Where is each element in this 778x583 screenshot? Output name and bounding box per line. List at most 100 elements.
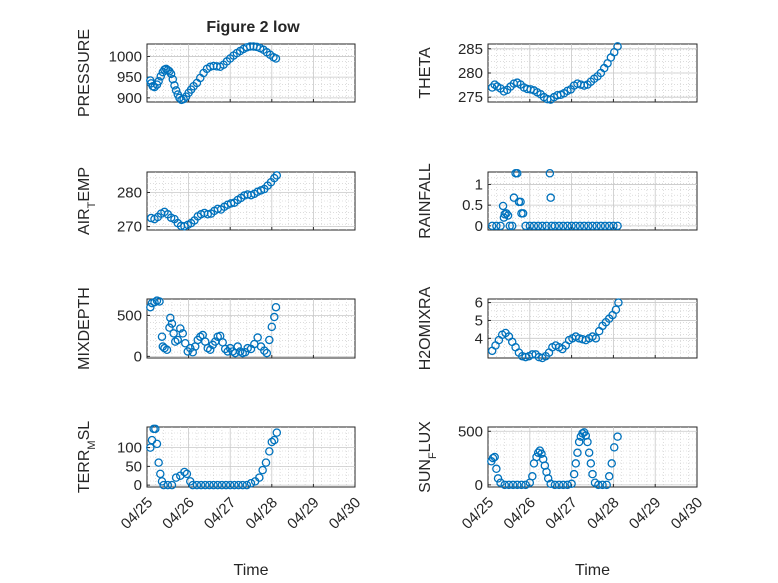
data-point: [609, 443, 619, 452]
y-tick-label: 270: [117, 219, 142, 236]
series-points: [146, 171, 282, 231]
y-tick-label: 0: [475, 477, 483, 494]
data-point: [498, 201, 508, 211]
y-axis-label: THETA: [417, 47, 434, 99]
data-point: [583, 437, 592, 447]
data-point: [272, 428, 282, 437]
x-tick-label: 04/25: [118, 494, 157, 533]
data-point: [163, 480, 173, 490]
y-tick-label: 500: [117, 307, 142, 324]
data-point: [238, 480, 247, 490]
data-point: [614, 298, 623, 307]
y-tick-label: 0: [475, 218, 483, 235]
y-tick-label: 900: [117, 90, 142, 107]
data-point: [545, 168, 555, 178]
data-point: [613, 221, 622, 231]
data-point: [598, 480, 607, 490]
data-point: [604, 221, 614, 231]
subplot-3: 270 280 AIRTEMP: [76, 167, 356, 236]
data-point: [156, 72, 165, 81]
data-point: [166, 313, 175, 323]
data-point: [586, 459, 596, 468]
data-point: [516, 197, 525, 207]
data-point: [588, 221, 597, 231]
data-point: [271, 54, 281, 63]
data-point: [260, 346, 269, 355]
data-point: [550, 480, 560, 490]
axes-box: [146, 43, 356, 103]
data-point: [192, 480, 202, 490]
grid: [147, 299, 355, 358]
y-axis-label: PRESSURE: [76, 29, 93, 117]
data-point: [575, 221, 585, 231]
subplot-4: 0 0.5 1 RAINFALL: [417, 163, 698, 239]
y-axis-label: H2OMIXRA: [417, 286, 434, 370]
y-tick-label: 500: [458, 423, 483, 440]
data-point: [611, 305, 621, 314]
data-point: [154, 77, 163, 86]
data-point: [166, 69, 176, 79]
data-point: [267, 437, 277, 447]
data-point: [563, 480, 572, 490]
data-point: [554, 221, 564, 231]
x-tick-label: 04/27: [542, 494, 581, 533]
axes-box: [146, 426, 356, 488]
y-tick-label: 6: [475, 295, 483, 312]
data-point: [270, 312, 279, 322]
data-point: [205, 345, 215, 355]
x-axis-label: Time: [234, 562, 269, 579]
y-tick-label: 1000: [109, 48, 142, 65]
data-point: [558, 480, 568, 490]
data-point: [270, 173, 279, 183]
subplot-2: 275 280 285 THETA: [417, 41, 698, 106]
y-axis-label: TERRMSL: [76, 421, 98, 493]
grid: [147, 427, 355, 487]
data-point: [262, 348, 272, 358]
data-point: [181, 338, 190, 348]
data-point: [579, 221, 589, 231]
data-point: [255, 473, 264, 482]
data-point: [272, 171, 282, 180]
data-point: [513, 168, 522, 178]
data-point: [588, 469, 597, 479]
data-point: [503, 211, 513, 220]
data-point: [600, 221, 610, 231]
y-tick-label: 50: [125, 458, 142, 475]
data-point: [270, 435, 279, 445]
data-point: [182, 469, 192, 479]
data-point: [154, 458, 163, 467]
data-point: [261, 458, 271, 467]
data-point: [169, 329, 178, 338]
y-tick-label: 280: [117, 184, 142, 201]
data-point: [584, 448, 594, 457]
data-point: [517, 480, 526, 490]
series-points: [487, 298, 623, 363]
data-point: [567, 221, 576, 231]
data-point: [167, 480, 177, 490]
y-tick-label: 950: [117, 69, 142, 86]
data-point: [150, 82, 159, 92]
series-points: [487, 168, 622, 231]
data-point: [243, 343, 252, 353]
x-tick-label: 04/25: [459, 494, 498, 533]
x-tick-label: 04/29: [284, 494, 323, 533]
series-points: [146, 424, 282, 490]
data-point: [213, 480, 222, 490]
data-point: [550, 221, 560, 231]
data-point: [518, 209, 528, 218]
data-point: [217, 480, 227, 490]
data-point: [155, 297, 164, 306]
data-point: [554, 480, 564, 490]
data-point: [609, 221, 618, 231]
data-point: [188, 480, 198, 490]
y-axis-label: MIXDEPTH: [76, 287, 93, 370]
data-point: [170, 81, 179, 90]
data-point: [508, 480, 518, 490]
y-tick-label: 0: [134, 477, 142, 494]
data-point: [171, 86, 181, 95]
data-point: [563, 221, 572, 231]
data-point: [525, 221, 535, 231]
data-point: [571, 221, 581, 231]
data-point: [521, 480, 530, 490]
